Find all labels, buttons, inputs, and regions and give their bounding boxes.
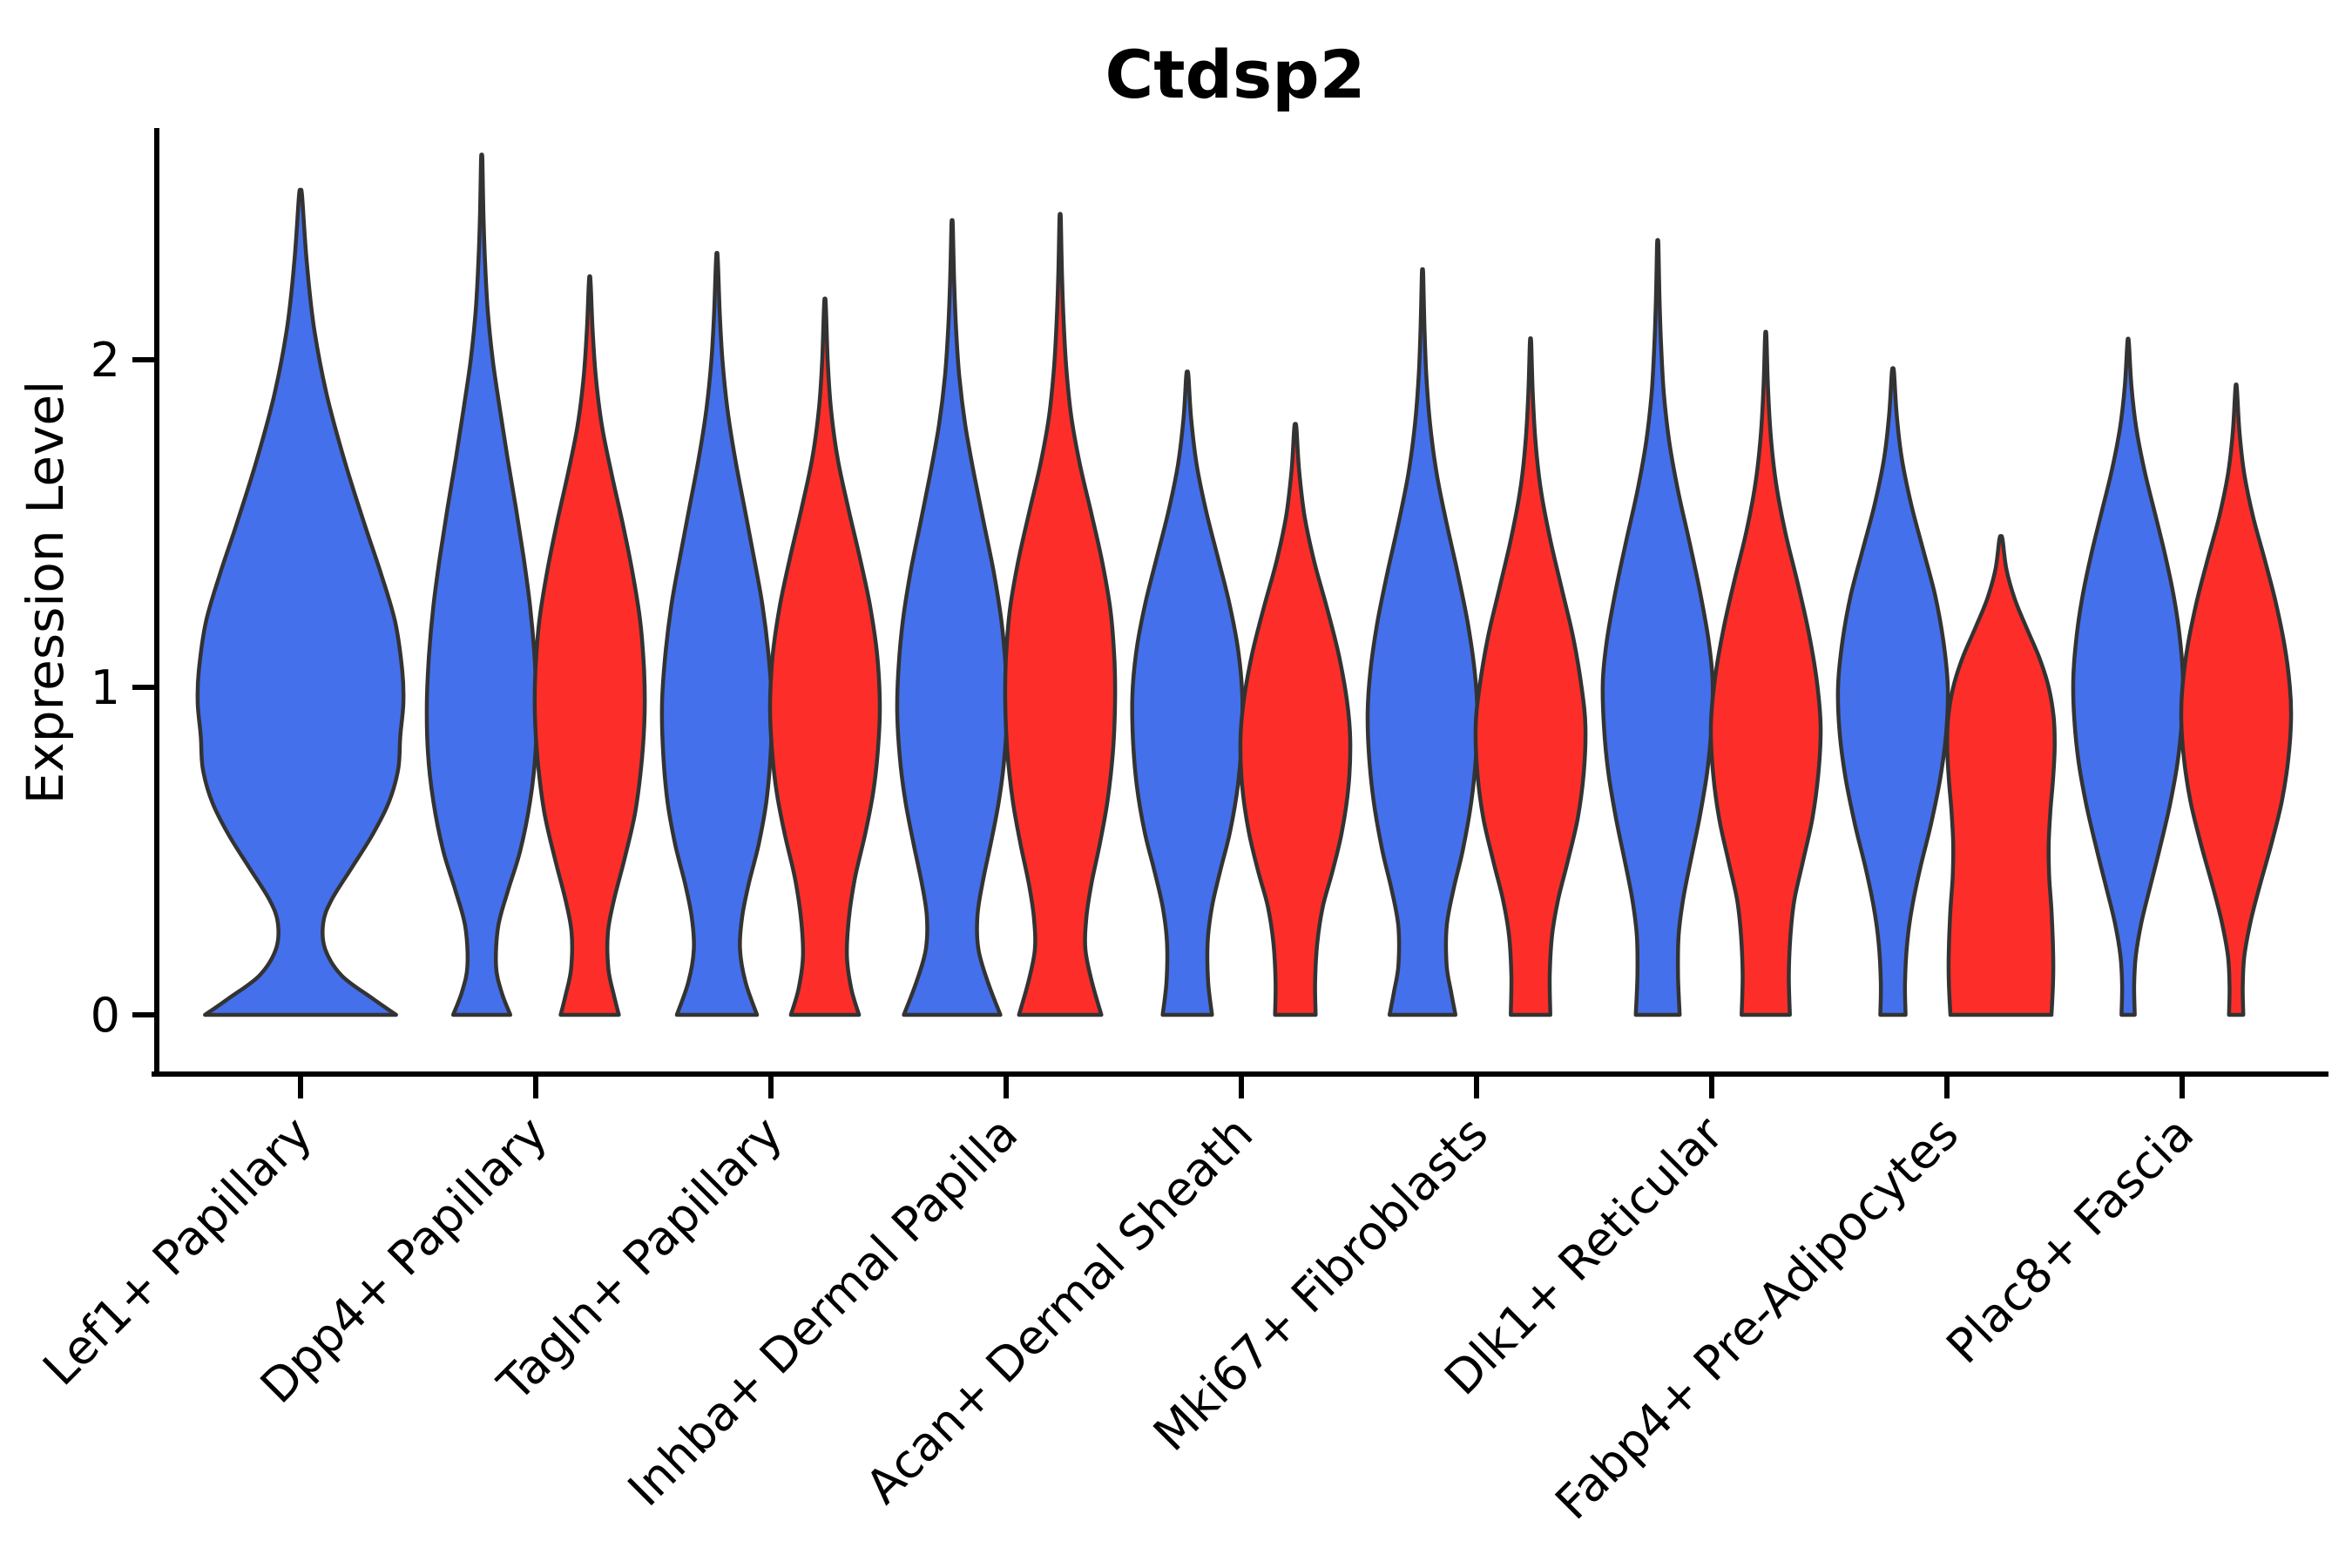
x-tick-label-fabp4-pre-adipocytes: Fabp4+ Pre-Adipocytes — [1544, 1106, 1969, 1531]
violin-inhba-dermal-papilla-red — [1003, 212, 1118, 1017]
violin-mki67-fibroblasts-red — [1473, 336, 1588, 1017]
violin-fabp4-pre-adipocytes-red — [1945, 534, 2057, 1017]
y-tick-label: 0 — [91, 988, 120, 1043]
violin-lef1-papillary-blue — [195, 187, 406, 1017]
y-tick-label: 2 — [91, 333, 120, 388]
chart-title: Ctdsp2 — [1105, 36, 1365, 113]
violin-inhba-dermal-papilla-blue — [895, 218, 1010, 1017]
violins-group — [195, 152, 2294, 1017]
violin-plac8-fascia-blue — [2071, 336, 2186, 1017]
violin-dpp4-papillary-blue — [424, 152, 539, 1017]
violin-dlk1-reticular-red — [1708, 329, 1823, 1017]
x-tick-label-plac8-fascia: Plac8+ Fascia — [1936, 1106, 2204, 1375]
violin-plac8-fascia-red — [2179, 382, 2294, 1017]
violin-acan-dermal-sheath-blue — [1130, 369, 1245, 1017]
violin-dlk1-reticular-blue — [1600, 238, 1715, 1017]
violin-fabp4-pre-adipocytes-blue — [1835, 366, 1950, 1017]
violin-dpp4-papillary-red — [532, 274, 647, 1017]
violin-acan-dermal-sheath-red — [1238, 422, 1353, 1017]
violin-tagln-papillary-blue — [659, 251, 774, 1017]
x-tick-label-acan-dermal-sheath: Acan+ Dermal Sheath — [855, 1106, 1263, 1514]
violin-mki67-fibroblasts-blue — [1365, 267, 1480, 1017]
violin-tagln-papillary-red — [767, 296, 882, 1017]
y-axis-label: Expression Level — [16, 381, 75, 804]
y-tick-label: 1 — [91, 660, 120, 715]
x-tick-label-inhba-dermal-papilla: Inhba+ Dermal Papilla — [618, 1106, 1028, 1517]
